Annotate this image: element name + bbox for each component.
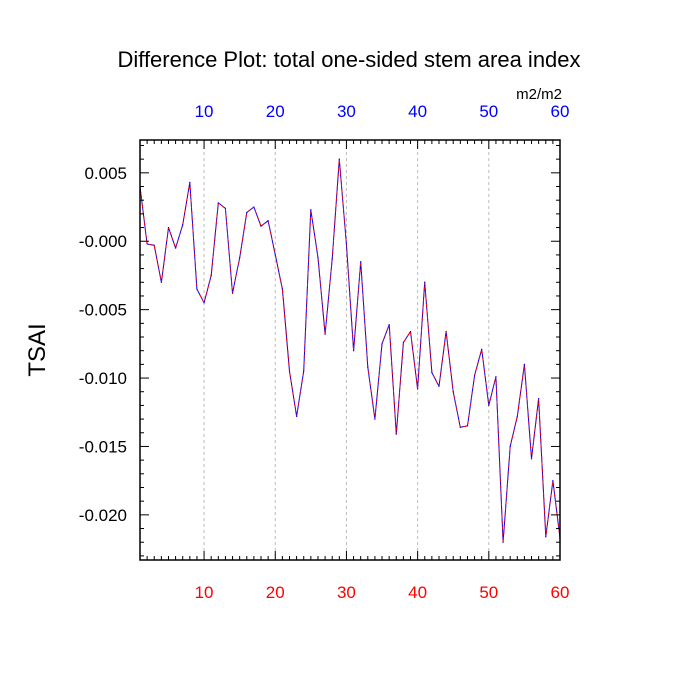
x-top-tick-label: 30	[337, 102, 356, 121]
data-point	[516, 415, 518, 417]
data-point	[381, 343, 383, 345]
data-point	[246, 211, 248, 214]
data-point	[338, 158, 340, 160]
data-point	[303, 370, 305, 372]
data-point	[445, 330, 447, 333]
x-tick-label: 10	[195, 583, 214, 602]
x-top-tick-label: 40	[408, 102, 427, 121]
grid-lines	[203, 140, 490, 560]
data-point	[509, 445, 511, 448]
x-tick-label: 40	[408, 583, 427, 602]
data-point	[310, 209, 312, 211]
x-tick-label: 50	[479, 583, 498, 602]
data-point	[466, 425, 469, 427]
axis-ticks	[140, 140, 561, 560]
data-point	[296, 415, 298, 417]
data-point	[495, 376, 497, 378]
data-point	[153, 244, 155, 246]
data-point	[473, 374, 476, 376]
tick-labels: 0.005 -0.000 -0.005 -0.010 -0.015 -0.020 10 10 2…	[79, 102, 570, 602]
y-axis-label: TSAI	[24, 323, 51, 376]
data-point	[281, 288, 283, 290]
x-tick-label: 20	[266, 583, 285, 602]
y-tick-label: -0.005	[79, 301, 127, 320]
data-point	[253, 206, 255, 208]
data-point	[274, 254, 276, 256]
data-point	[431, 371, 433, 374]
x-tick-label: 30	[337, 583, 356, 602]
data-point	[317, 257, 319, 259]
data-point	[438, 385, 440, 387]
data-point	[160, 281, 162, 283]
chart-title: Difference Plot: total one-sided stem ar…	[117, 47, 580, 72]
data-point	[331, 258, 333, 260]
data-point	[452, 391, 454, 393]
data-point	[502, 541, 504, 543]
x-top-tick-label: 20	[266, 102, 285, 121]
data-point	[459, 426, 461, 428]
data-point	[523, 363, 526, 365]
data-point	[552, 480, 554, 482]
data-point	[424, 281, 426, 283]
data-point	[260, 225, 262, 227]
data-point	[224, 207, 227, 210]
data-point	[217, 202, 219, 204]
data-point	[352, 350, 355, 352]
data-point	[231, 292, 234, 294]
x-top-tick-label: 10	[195, 102, 214, 121]
x-top-tick-label: 50	[479, 102, 498, 121]
data-point	[417, 388, 419, 390]
y-tick-label: -0.015	[79, 437, 127, 456]
y-tick-label: -0.010	[79, 369, 127, 388]
data-point	[488, 404, 490, 407]
units-label: m2/m2	[516, 86, 562, 103]
data-point	[395, 433, 397, 435]
y-tick-label: -0.000	[79, 232, 127, 251]
data-point	[288, 370, 291, 372]
series-line-dashed	[139, 158, 561, 543]
data-point	[360, 261, 362, 263]
data-point	[210, 274, 212, 277]
data-point	[174, 247, 177, 249]
data-point	[267, 220, 269, 222]
y-tick-label: -0.020	[79, 506, 127, 525]
data-point	[367, 366, 369, 368]
data-point	[402, 341, 404, 344]
data-point	[388, 324, 390, 326]
data-point	[530, 458, 533, 460]
data-point	[239, 257, 241, 259]
series-lines	[139, 158, 561, 543]
data-point	[146, 243, 148, 245]
y-tick-label: 0.005	[84, 164, 127, 183]
x-top-tick-label: 60	[551, 102, 570, 121]
data-point	[374, 418, 376, 420]
data-point	[481, 348, 483, 350]
data-point	[409, 330, 412, 333]
x-tick-label: 60	[551, 583, 570, 602]
data-point	[189, 181, 191, 184]
data-point	[324, 333, 326, 335]
data-point	[203, 302, 205, 304]
data-point	[167, 226, 170, 229]
data-point	[196, 288, 198, 290]
data-point	[182, 224, 184, 226]
series-line	[139, 158, 561, 543]
plot-frame	[139, 139, 561, 561]
data-point	[345, 243, 348, 245]
data-point	[545, 536, 547, 538]
data-point	[538, 397, 540, 400]
